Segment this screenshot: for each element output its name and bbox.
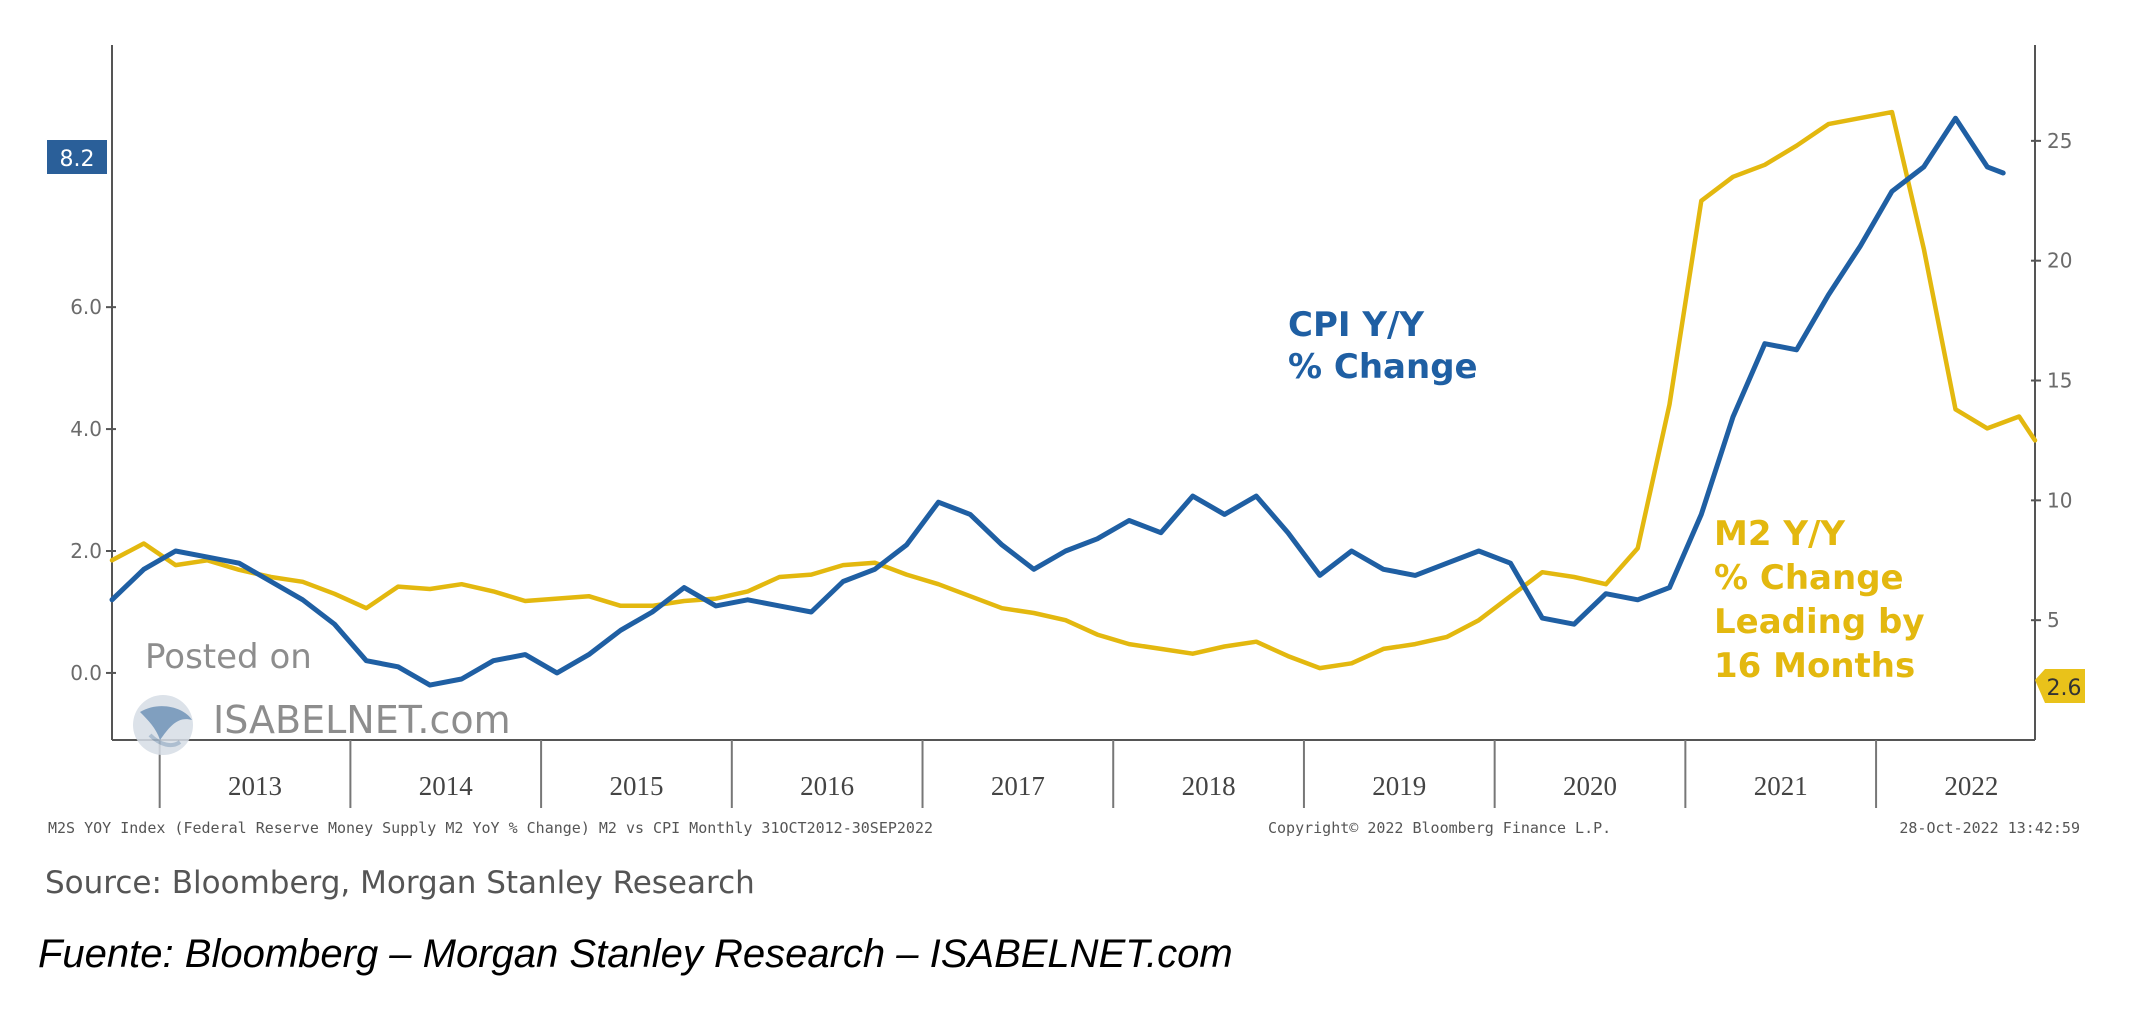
m2-series-label-line2: % Change [1714, 558, 1904, 598]
isabelnet-logo-icon [133, 695, 193, 755]
year-label: 2019 [1372, 771, 1426, 801]
m2-series-label-line3: Leading by [1714, 602, 1925, 642]
cpi-last-value-badge: 8.2 [47, 140, 107, 174]
left-tick-label: 2.0 [70, 539, 102, 563]
right-tick-label: 25 [2047, 129, 2072, 153]
isabelnet-watermark: Posted on ISABELNET.com [133, 637, 511, 755]
chart: 0.0 2.0 4.0 6.0 5 10 15 20 25 2013 2014 2015 2016 201… [47, 45, 2085, 837]
cpi-line [109, 115, 2006, 688]
year-label: 2022 [1944, 771, 1998, 801]
year-label: 2015 [609, 771, 663, 801]
series-layer [109, 109, 2038, 688]
right-tick-label: 5 [2047, 608, 2060, 632]
year-label: 2013 [228, 771, 282, 801]
cpi-series-label-line1: CPI Y/Y [1288, 305, 1424, 345]
m2-last-value-badge: 2.6 [2035, 669, 2085, 703]
watermark-posted-text: Posted on [145, 637, 312, 677]
m2-series-label-line1: M2 Y/Y [1714, 514, 1845, 554]
source-caption: Source: Bloomberg, Morgan Stanley Resear… [45, 865, 755, 901]
year-label: 2018 [1182, 771, 1236, 801]
m2-line [109, 109, 2038, 671]
right-tick-label: 10 [2047, 488, 2072, 512]
left-tick-label: 0.0 [70, 661, 102, 685]
footer-timestamp: 28-Oct-2022 13:42:59 [1899, 819, 2080, 837]
watermark-site-text: ISABELNET.com [213, 698, 511, 742]
footer-index-description: M2S YOY Index (Federal Reserve Money Sup… [48, 819, 933, 837]
right-tick-label: 15 [2047, 369, 2072, 393]
axes-layer: 0.0 2.0 4.0 6.0 5 10 15 20 25 2013 2014 2015 2016 201… [70, 45, 2072, 808]
year-label: 2016 [800, 771, 854, 801]
left-tick-label: 4.0 [70, 417, 102, 441]
svg-text:2.6: 2.6 [2047, 676, 2082, 701]
year-label: 2014 [419, 771, 474, 801]
cpi-series-label-line2: % Change [1288, 347, 1478, 387]
year-label: 2017 [991, 771, 1045, 801]
right-tick-label: 20 [2047, 249, 2072, 273]
year-label: 2021 [1754, 771, 1808, 801]
m2-series-label-line4: 16 Months [1714, 646, 1915, 686]
left-tick-label: 6.0 [70, 295, 102, 319]
year-label: 2020 [1563, 771, 1617, 801]
fuente-caption: Fuente: Bloomberg – Morgan Stanley Resea… [38, 932, 1233, 976]
footer-copyright: Copyright© 2022 Bloomberg Finance L.P. [1268, 819, 1611, 837]
svg-text:8.2: 8.2 [60, 147, 95, 172]
